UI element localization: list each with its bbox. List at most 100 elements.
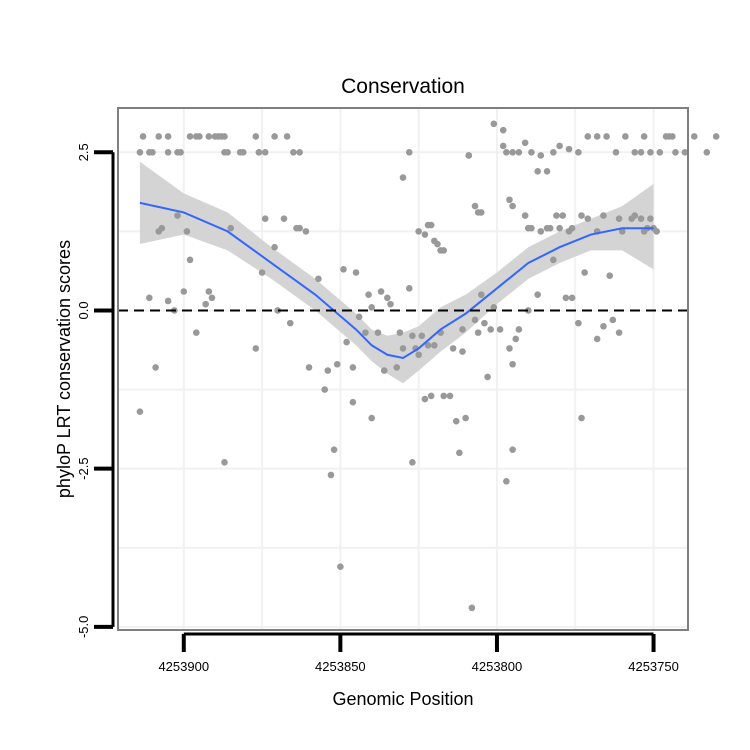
- data-point: [669, 133, 676, 140]
- data-point: [305, 364, 313, 371]
- data-point: [568, 294, 576, 302]
- data-point: [427, 392, 435, 400]
- data-point: [474, 329, 482, 336]
- data-point: [565, 145, 573, 153]
- data-point: [534, 167, 541, 175]
- data-point: [174, 212, 181, 219]
- data-point: [186, 133, 194, 140]
- data-point: [462, 414, 469, 422]
- data-point: [427, 221, 435, 229]
- data-point: [380, 367, 388, 374]
- data-point: [521, 139, 529, 147]
- data-point: [333, 360, 341, 368]
- data-point: [221, 459, 228, 466]
- data-point: [393, 364, 401, 371]
- data-point: [703, 148, 711, 156]
- data-point: [609, 316, 617, 324]
- y-tick-label: 2.5: [76, 143, 91, 161]
- data-point: [424, 341, 432, 349]
- data-point: [271, 133, 278, 140]
- data-point: [562, 294, 570, 302]
- data-point: [261, 148, 269, 156]
- data-point: [640, 133, 648, 140]
- data-point: [459, 348, 466, 355]
- data-point: [471, 316, 479, 324]
- data-point: [321, 386, 329, 393]
- data-point: [521, 212, 529, 219]
- data-point: [274, 307, 282, 314]
- data-point: [368, 414, 375, 422]
- data-point: [506, 196, 513, 204]
- data-point: [330, 446, 338, 453]
- data-point: [575, 148, 582, 156]
- data-point: [556, 142, 563, 150]
- data-point: [192, 329, 200, 336]
- data-point: [603, 133, 610, 140]
- data-point: [415, 351, 422, 359]
- data-point: [136, 408, 144, 416]
- data-point: [374, 329, 382, 336]
- data-point: [528, 224, 535, 232]
- data-point: [631, 148, 639, 156]
- data-point: [578, 212, 585, 219]
- data-point: [324, 367, 332, 374]
- data-point: [653, 228, 660, 235]
- data-point: [509, 446, 516, 453]
- y-tick-label: 0.0: [76, 301, 91, 319]
- data-point: [449, 345, 457, 352]
- data-point: [196, 133, 203, 140]
- data-point: [559, 212, 567, 219]
- data-point: [446, 392, 454, 400]
- y-axis-title: phyloP LRT conservation scores: [54, 240, 74, 498]
- data-point: [296, 224, 303, 232]
- data-point: [512, 335, 520, 343]
- data-point: [584, 133, 592, 140]
- data-point: [327, 471, 335, 479]
- data-point: [349, 398, 357, 406]
- data-point: [149, 148, 156, 156]
- data-point: [355, 313, 363, 321]
- data-point: [615, 329, 623, 336]
- data-point: [509, 148, 516, 156]
- data-point: [280, 215, 288, 223]
- data-point: [239, 148, 247, 156]
- data-point: [409, 459, 416, 466]
- data-point: [537, 228, 545, 235]
- data-point: [622, 133, 629, 140]
- smooth-line: [139, 201, 654, 359]
- data-point: [681, 148, 689, 156]
- data-point: [656, 148, 664, 156]
- data-point: [202, 300, 209, 308]
- data-point: [690, 133, 698, 140]
- data-point: [524, 307, 532, 314]
- x-axis-title: Genomic Position: [332, 689, 473, 709]
- data-point: [399, 174, 407, 181]
- data-point: [456, 449, 463, 457]
- data-point: [152, 364, 159, 371]
- data-point: [593, 133, 601, 140]
- data-point: [221, 133, 228, 140]
- data-point: [164, 297, 172, 305]
- y-tick-label: -2.5: [76, 457, 91, 479]
- data-point: [537, 152, 545, 159]
- data-point: [647, 148, 654, 156]
- data-point: [606, 272, 614, 279]
- data-point: [252, 133, 260, 140]
- data-point: [543, 167, 551, 175]
- data-point: [578, 414, 585, 422]
- data-point: [315, 275, 322, 283]
- data-point: [490, 120, 498, 128]
- data-point: [261, 215, 269, 223]
- data-point: [302, 228, 310, 235]
- data-point: [581, 269, 588, 276]
- data-point: [164, 133, 172, 140]
- data-point: [431, 341, 438, 349]
- chart-title: Conservation: [341, 75, 465, 98]
- y-axis: -5.0 -2.5 0.0 2.5: [76, 143, 115, 638]
- data-point: [471, 202, 479, 210]
- data-point: [271, 243, 278, 251]
- data-point: [477, 291, 485, 298]
- confidence-ribbon: [139, 161, 654, 384]
- data-point: [600, 322, 607, 330]
